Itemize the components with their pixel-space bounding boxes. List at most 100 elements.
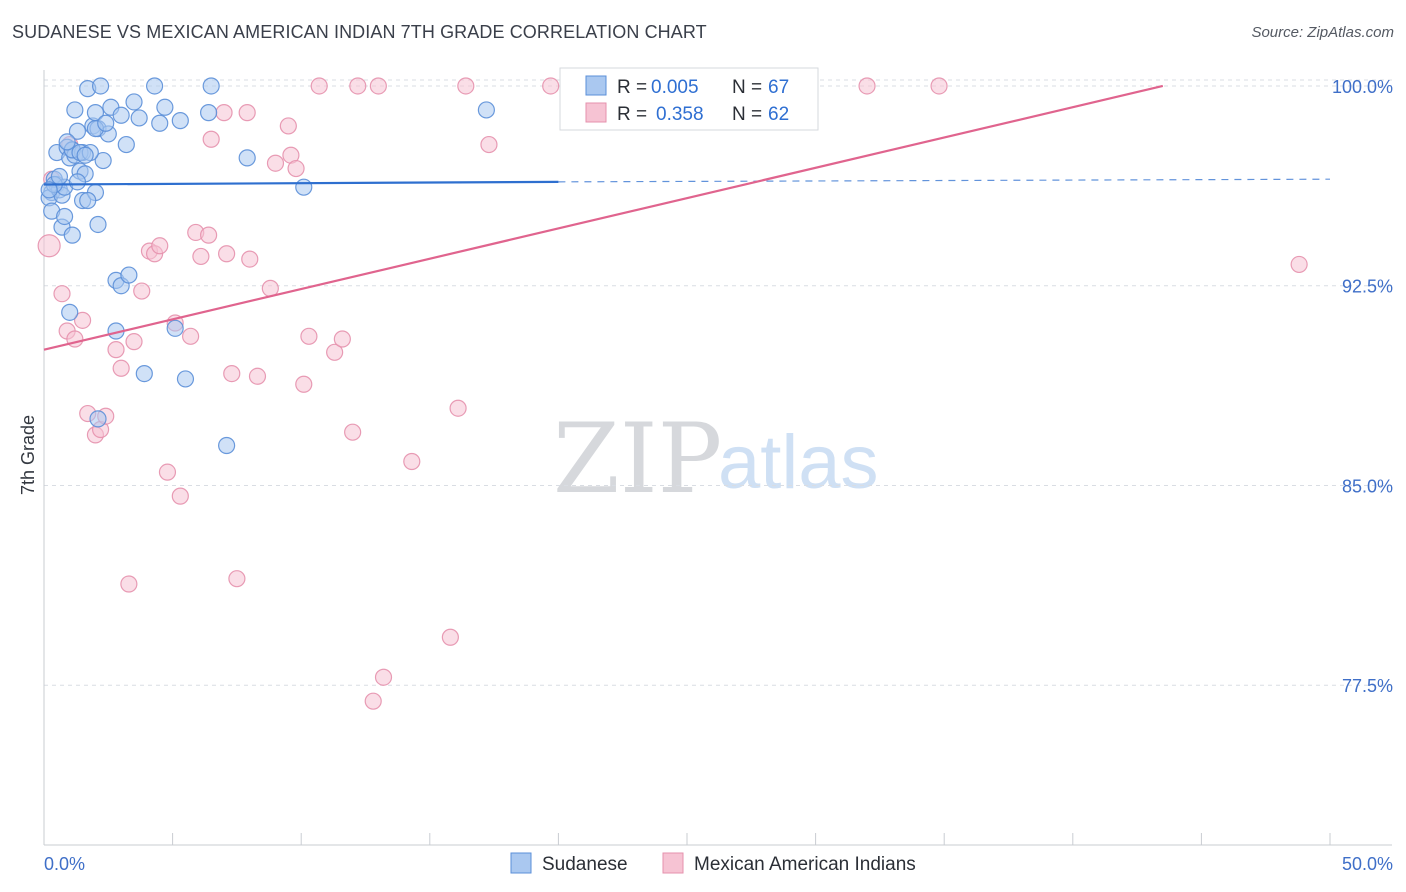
data-point (120, 266, 138, 284)
data-point (135, 365, 153, 383)
bottom-legend-swatch-sudanese (510, 852, 532, 874)
y-tick-label: 77.5% (1342, 676, 1393, 696)
legend-r-value-mexican: 0.358 (656, 104, 704, 125)
data-point (200, 104, 218, 122)
trend-line-sudanese (43, 180, 559, 186)
legend-n-label-sudanese: N = (732, 77, 762, 98)
data-point (287, 159, 305, 178)
data-point (112, 359, 130, 377)
data-point (403, 452, 421, 471)
data-point (130, 109, 148, 127)
data-point (89, 215, 107, 234)
data-point (248, 367, 267, 385)
legend-n-value-sudanese: 67 (768, 77, 789, 98)
data-point (133, 282, 151, 300)
data-point (374, 668, 393, 686)
watermark-zip: ZIP (553, 403, 722, 515)
data-point (480, 135, 498, 154)
trend-lines (43, 84, 1331, 351)
data-point (238, 104, 256, 122)
x-ticks (43, 833, 1331, 845)
data-point (218, 245, 236, 263)
data-point (37, 234, 61, 258)
data-point (94, 151, 112, 170)
data-point (457, 77, 475, 95)
legend-r-label-mexican: R = (617, 104, 647, 125)
data-point (68, 173, 87, 191)
data-point (73, 311, 92, 329)
data-point (171, 112, 189, 130)
data-point (55, 207, 74, 226)
data-point (858, 77, 876, 95)
data-point (279, 117, 297, 135)
trend-line-mexican (43, 84, 1164, 351)
data-point (63, 226, 81, 244)
data-point (151, 237, 169, 255)
x-tick-label-max: 50.0% (1342, 854, 1393, 874)
data-point (300, 327, 318, 345)
data-point (295, 178, 313, 196)
chart-source: Source: ZipAtlas.com (1251, 24, 1394, 41)
data-point (310, 77, 328, 95)
legend-r-value-sudanese: 0.005 (651, 77, 699, 98)
data-point (1290, 255, 1308, 274)
data-point (241, 250, 259, 268)
data-point (202, 130, 220, 148)
data-point (930, 77, 948, 95)
data-point (158, 463, 177, 481)
y-tick-label: 85.0% (1342, 476, 1393, 496)
data-point (66, 101, 84, 119)
data-point (200, 226, 218, 244)
series-sudanese (40, 77, 495, 455)
data-point (156, 98, 174, 116)
data-point (68, 122, 87, 140)
legend-n-value-mexican: 62 (768, 104, 789, 125)
data-point (76, 146, 94, 164)
data-point (449, 399, 467, 417)
data-point (215, 104, 233, 122)
data-point (61, 303, 79, 321)
bottom-legend: Sudanese Mexican American Indians (510, 852, 916, 875)
data-point (218, 436, 236, 455)
data-point (182, 327, 200, 345)
data-point (477, 101, 495, 119)
bottom-legend-label-sudanese: Sudanese (542, 854, 628, 875)
data-point (120, 575, 138, 593)
y-tick-label: 92.5% (1342, 277, 1393, 297)
legend-n-label-mexican: N = (732, 104, 762, 125)
data-point (192, 247, 210, 266)
data-point (125, 333, 143, 351)
data-point (79, 191, 97, 210)
legend-swatch-mexican (585, 102, 607, 123)
data-point (333, 330, 351, 348)
bottom-legend-label-mexican: Mexican American Indians (694, 854, 916, 875)
gridlines (44, 79, 1392, 686)
bottom-legend-swatch-mexican (662, 852, 684, 874)
data-point (166, 319, 184, 337)
chart-title: SUDANESE VS MEXICAN AMERICAN INDIAN 7TH … (12, 22, 707, 42)
data-point (295, 375, 313, 393)
y-tick-label: 100.0% (1332, 77, 1393, 97)
data-point (441, 628, 459, 646)
data-point (107, 341, 125, 359)
data-point (238, 149, 256, 167)
data-point (369, 77, 387, 95)
data-point (125, 93, 143, 111)
data-point (176, 370, 195, 388)
data-point (266, 154, 285, 172)
series-mexican-american-indians (37, 77, 1308, 710)
legend: R = 0.005 N = 67 R = 0.358 N = 62 (559, 67, 819, 131)
data-point (228, 570, 246, 588)
data-point (151, 114, 169, 132)
data-point (89, 410, 107, 428)
data-point (117, 135, 135, 154)
data-point (112, 106, 130, 124)
data-point (344, 423, 362, 441)
data-point (58, 133, 76, 151)
data-point (326, 343, 344, 361)
data-point (97, 114, 115, 132)
data-point (202, 77, 220, 95)
data-point (145, 77, 164, 95)
data-point (364, 692, 382, 710)
